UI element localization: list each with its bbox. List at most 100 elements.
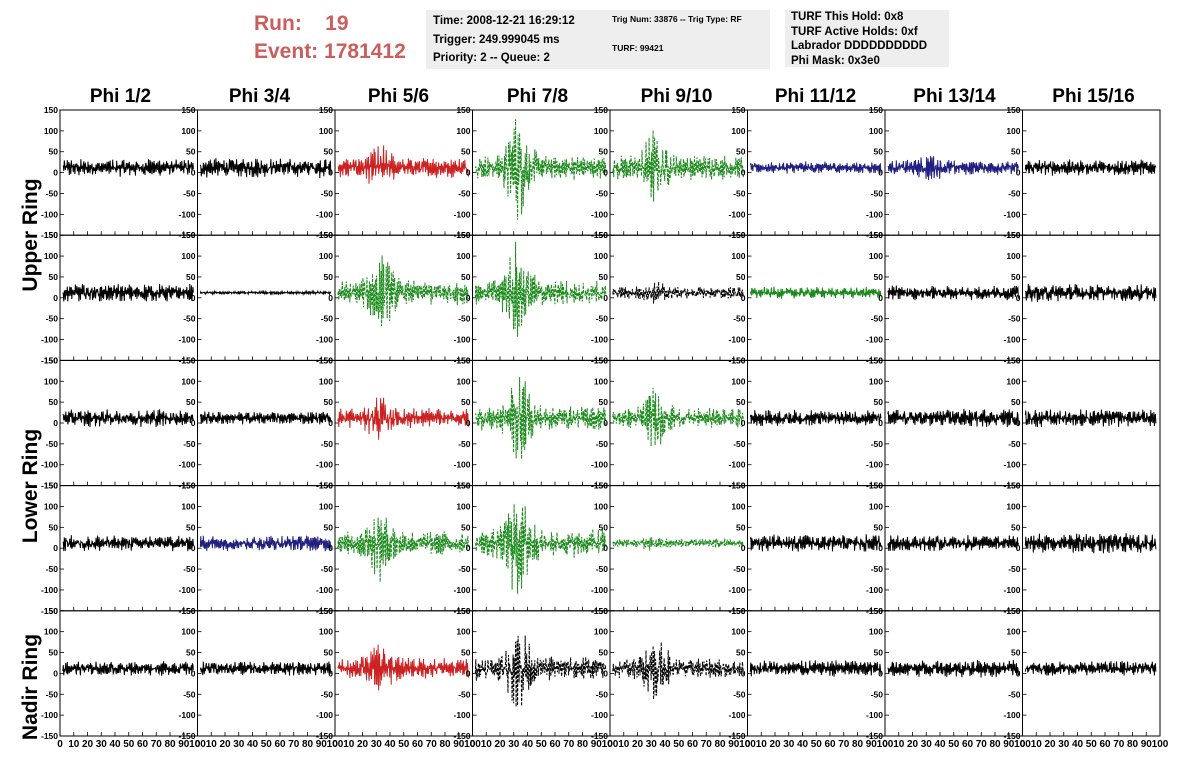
y-tick-label: -50 bbox=[871, 314, 884, 324]
y-tick-label: -50 bbox=[458, 689, 471, 699]
y-tick-label: 0 bbox=[603, 668, 608, 678]
y-tick-label: 50 bbox=[461, 147, 471, 157]
y-tick-label: -50 bbox=[1008, 439, 1021, 449]
y-tick-label: 100 bbox=[181, 501, 195, 511]
y-tick-label: -50 bbox=[183, 439, 196, 449]
x-tick-label: 50 bbox=[1086, 739, 1098, 750]
y-tick-label: 50 bbox=[1011, 272, 1021, 282]
y-tick-label: -100 bbox=[866, 460, 883, 470]
y-tick-label: 50 bbox=[874, 648, 884, 658]
col-header-1: Phi 1/2 bbox=[89, 86, 152, 107]
y-tick-label: -50 bbox=[871, 689, 884, 699]
y-tick-label: 100 bbox=[731, 251, 745, 261]
y-tick-label: -100 bbox=[453, 585, 470, 595]
y-tick-label: 50 bbox=[324, 522, 334, 532]
y-tick-label: 100 bbox=[731, 376, 745, 386]
y-tick-label: -50 bbox=[183, 689, 196, 699]
y-tick-label: 0 bbox=[878, 668, 883, 678]
x-tick-label: 50 bbox=[811, 739, 823, 750]
x-tick-label: 60 bbox=[824, 739, 836, 750]
x-tick-label: 10 bbox=[1031, 739, 1043, 750]
y-tick-label: 0 bbox=[328, 168, 333, 178]
waveform-trace bbox=[62, 159, 194, 177]
x-tick-label: 80 bbox=[164, 739, 176, 750]
y-tick-label: 100 bbox=[44, 251, 58, 261]
y-tick-label: 100 bbox=[181, 126, 195, 136]
x-tick-label: 10 bbox=[756, 739, 768, 750]
y-tick-label: 150 bbox=[731, 606, 745, 616]
y-tick-label: -50 bbox=[46, 188, 59, 198]
y-tick-label: 0 bbox=[191, 668, 196, 678]
turf-hold-text: TURF This Hold: 0x8 bbox=[791, 11, 904, 23]
waveform-trace bbox=[62, 283, 194, 302]
x-tick-label: 90 bbox=[1003, 739, 1015, 750]
y-tick-label: -50 bbox=[458, 564, 471, 574]
y-tick-label: 50 bbox=[186, 397, 196, 407]
waveform-trace bbox=[474, 241, 607, 337]
panel-frame bbox=[609, 234, 748, 361]
x-tick-label: 60 bbox=[549, 739, 561, 750]
y-tick-label: 0 bbox=[603, 418, 608, 428]
waveform-trace bbox=[749, 660, 882, 677]
x-tick-label: 20 bbox=[219, 739, 231, 750]
y-tick-label: -100 bbox=[728, 209, 745, 219]
y-tick-label: -50 bbox=[733, 188, 746, 198]
y-tick-label: 150 bbox=[456, 355, 470, 365]
y-tick-label: 0 bbox=[53, 418, 58, 428]
y-tick-label: 0 bbox=[53, 543, 58, 553]
trig-num-text: Trig Num: 33876 -- Trig Type: RF bbox=[612, 14, 742, 24]
y-tick-label: 50 bbox=[599, 648, 609, 658]
x-tick-label: 70 bbox=[426, 739, 438, 750]
y-tick-label: 0 bbox=[741, 543, 746, 553]
y-tick-label: -50 bbox=[1008, 689, 1021, 699]
y-tick-label: 50 bbox=[324, 648, 334, 658]
waveform-trace bbox=[887, 535, 1019, 552]
y-tick-label: -50 bbox=[733, 564, 746, 574]
x-tick-label: 80 bbox=[989, 739, 1001, 750]
y-tick-label: -150 bbox=[453, 731, 470, 741]
y-tick-label: -50 bbox=[733, 439, 746, 449]
y-tick-label: -50 bbox=[1008, 314, 1021, 324]
x-tick-label: 90 bbox=[1141, 739, 1153, 750]
x-tick-label: 50 bbox=[948, 739, 960, 750]
y-tick-label: -100 bbox=[866, 710, 883, 720]
x-tick-label: 90 bbox=[591, 739, 603, 750]
panel-frame bbox=[1022, 109, 1161, 236]
waveform-trace bbox=[887, 408, 1019, 428]
y-tick-label: 50 bbox=[736, 397, 746, 407]
waveform-trace bbox=[612, 130, 744, 202]
waveform-trace bbox=[337, 397, 469, 440]
y-tick-label: 100 bbox=[44, 627, 58, 637]
y-tick-label: 50 bbox=[461, 522, 471, 532]
y-tick-label: -50 bbox=[733, 314, 746, 324]
y-tick-label: 150 bbox=[44, 606, 58, 616]
panel-frame bbox=[59, 109, 198, 236]
y-tick-label: 150 bbox=[594, 105, 608, 115]
x-tick-label: 80 bbox=[852, 739, 864, 750]
x-tick-label: 100 bbox=[877, 739, 894, 750]
y-tick-label: 150 bbox=[869, 355, 883, 365]
trigger-text: Trigger: 249.999045 ms bbox=[433, 33, 560, 46]
y-tick-label: 100 bbox=[456, 251, 470, 261]
waveform-trace bbox=[749, 286, 882, 299]
x-tick-label: 20 bbox=[82, 739, 94, 750]
panel-frame bbox=[197, 234, 336, 361]
x-tick-label: 90 bbox=[728, 739, 740, 750]
y-tick-label: 0 bbox=[1016, 418, 1021, 428]
x-tick-label: 40 bbox=[109, 739, 121, 750]
x-tick-label: 60 bbox=[1099, 739, 1111, 750]
y-tick-label: -100 bbox=[728, 335, 745, 345]
x-tick-label: 30 bbox=[233, 739, 245, 750]
x-tick-label: 60 bbox=[137, 739, 149, 750]
y-tick-label: 50 bbox=[599, 397, 609, 407]
y-tick-label: -50 bbox=[871, 188, 884, 198]
y-tick-label: 150 bbox=[869, 606, 883, 616]
x-tick-label: 20 bbox=[907, 739, 919, 750]
x-tick-label: 10 bbox=[893, 739, 905, 750]
col-header-7: Phi 13/14 bbox=[913, 86, 996, 107]
